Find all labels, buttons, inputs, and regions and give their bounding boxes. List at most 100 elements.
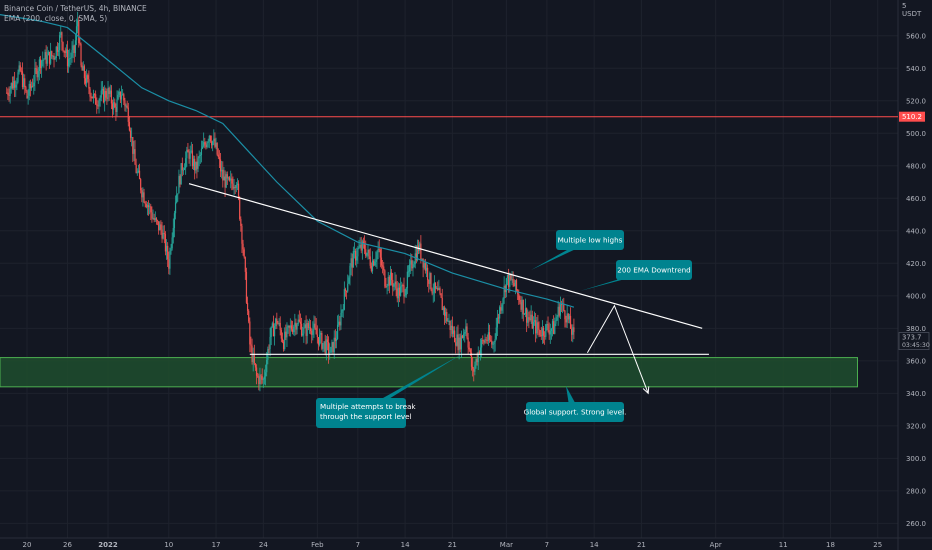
candle-body [361,241,363,251]
callout-bubble[interactable]: 200 EMA Downtrend [580,260,692,291]
candle-body [548,329,550,335]
candle-body [326,339,329,343]
candle-body [248,310,250,322]
candle-body [558,306,560,316]
candle-body [75,26,78,41]
candle-body [482,339,484,341]
candle-body [170,248,172,252]
candle-body [73,45,75,53]
candle-body [250,344,252,346]
candle-body [464,332,466,334]
candle-body [219,159,222,172]
chart-legend: Binance Coin / TetherUS, 4h, BINANCE EMA… [4,4,147,24]
candle-series [6,11,575,392]
candle-body [395,281,397,289]
candle-body [382,265,384,267]
candle-body [487,332,489,341]
time-tick-label: 26 [63,541,72,549]
candle-body [90,96,92,98]
candle-body [378,248,380,250]
candle-body [43,59,45,61]
candle-body [81,65,83,71]
candle-body [177,193,179,195]
candle-body [138,170,141,180]
candle-body [427,267,429,280]
candle-body [38,59,40,71]
candle-body [173,213,176,229]
candle-body [144,202,146,205]
price-tick-label: 540.0 [906,65,926,73]
candle-body [512,279,514,283]
candle-body [387,276,389,286]
candle-body [153,217,155,221]
candle-body [87,75,89,80]
candle-body [223,176,225,181]
candle-body [505,278,507,293]
candle-body [409,264,411,272]
candle-body [161,229,163,239]
candle-body [448,320,450,322]
candle-body [270,326,272,337]
candle-body [531,314,533,329]
price-axis[interactable]: 260.0 280.0 300.0 320.0 340.0 360.0 380.0 400.0… [898,32,930,528]
candle-body [272,323,275,337]
candle-body [456,334,458,346]
candle-body [222,169,224,181]
candle-body [98,100,100,107]
candle-body [441,297,443,311]
candle-body [365,249,367,256]
candle-body [447,320,449,322]
callout-bubble[interactable]: Global support. Strong level. [524,386,627,422]
candle-body [258,376,260,385]
candle-body [296,324,298,330]
candle-body [565,319,567,323]
candle-body [245,271,248,303]
candle-body [6,92,8,94]
candle-body [278,322,280,324]
candle-body [349,265,351,278]
candle-body [499,307,501,319]
projection-path[interactable] [586,304,649,394]
candle-body [295,322,297,330]
symbol-title[interactable]: Binance Coin / TetherUS, 4h, BINANCE [4,4,147,13]
candle-body [21,71,24,88]
callout-bubble[interactable]: Multiple low highs [531,230,624,270]
candle-body [12,81,15,89]
candle-body [111,103,114,110]
time-axis[interactable]: 20 26 2022 10 17 24 Feb 7 14 21 Mar 7 14 21 Apr 11 18 25 [23,541,883,549]
candle-body [149,206,151,208]
support-zones [0,116,898,388]
candle-body [398,287,401,296]
candle-body [236,183,239,185]
candle-body [360,244,362,251]
candle-body [369,256,371,266]
candle-body [560,304,563,306]
candle-body [143,192,145,203]
price-tick-label: 480.0 [906,162,926,170]
candle-body [470,352,473,367]
candle-body [472,366,474,369]
trend-drawings [188,183,709,395]
callout-text: through the support level [320,412,412,421]
descending-trendline[interactable] [188,183,703,329]
candle-body [114,102,116,108]
candle-body [518,293,520,301]
candle-body [54,57,56,60]
candle-body [306,323,308,336]
candle-body [402,285,404,287]
candle-body [322,343,324,349]
candle-body [423,263,425,268]
candle-body [454,330,456,343]
candle-body [72,45,74,51]
candle-body [412,266,414,269]
price-tick-label: 340.0 [906,390,926,398]
candle-body [16,81,18,85]
indicator-title[interactable]: EMA (200, close, 0, SMA, 5) [4,14,108,23]
candle-body [237,183,240,198]
candle-body [178,176,180,194]
countdown-label: 03:45:30 [902,342,930,349]
candle-body [384,270,386,287]
candle-body [128,121,131,131]
